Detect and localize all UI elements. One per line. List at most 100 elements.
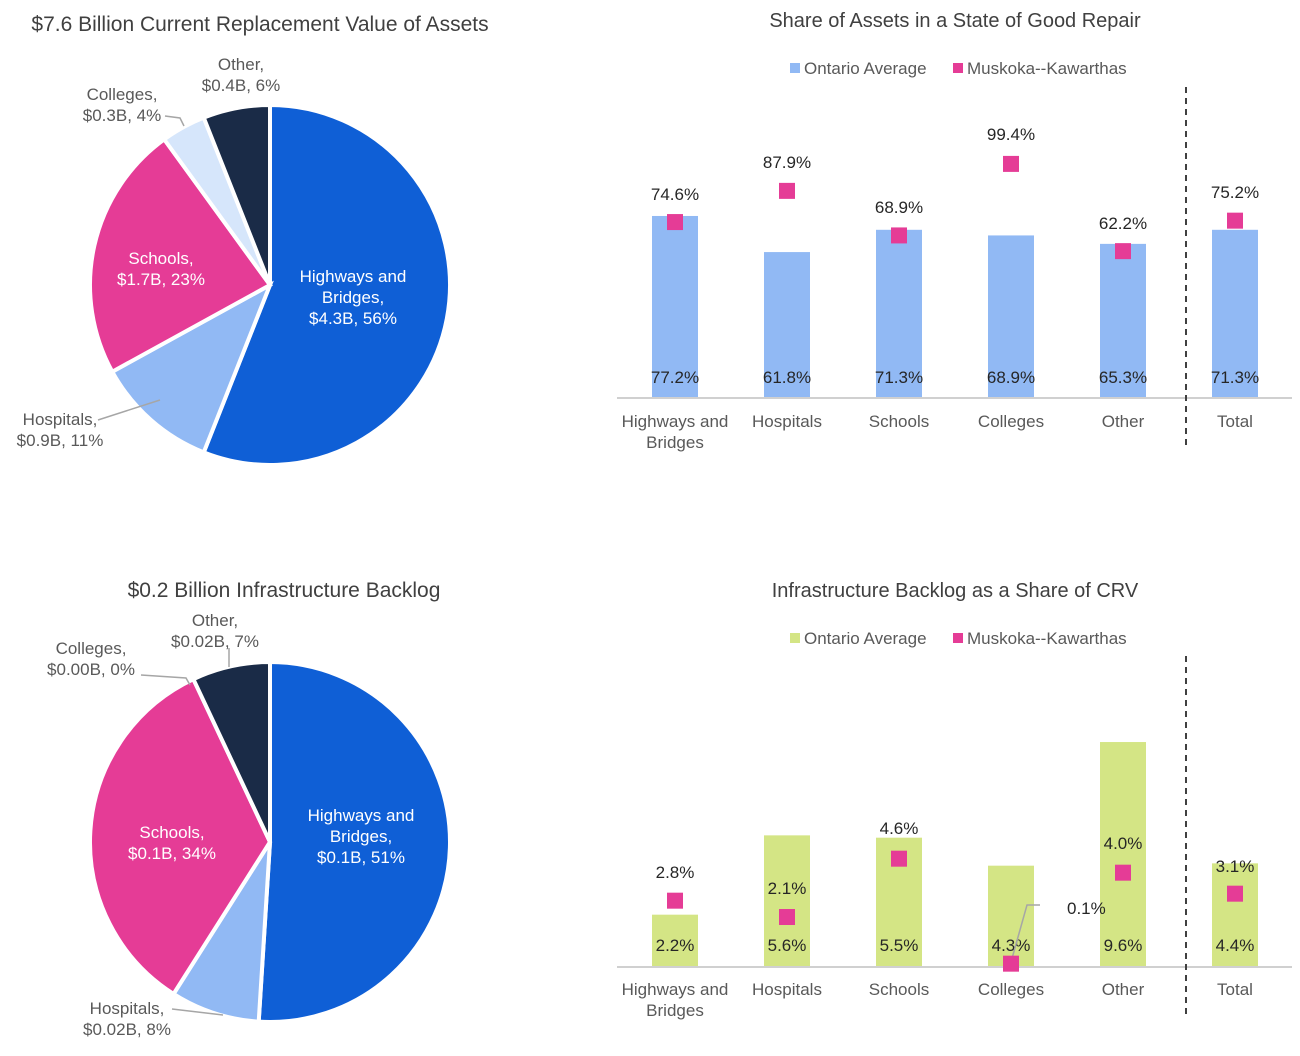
bar-ontario-average: [988, 235, 1034, 397]
chart-title: $0.2 Billion Infrastructure Backlog: [128, 579, 441, 602]
legend-swatch: [953, 63, 963, 73]
chart-title: Infrastructure Backlog as a Share of CRV: [772, 580, 1139, 602]
leader-line-hospitals: [171, 1008, 224, 1016]
category-label: Other: [1102, 980, 1145, 999]
marker-muskoka-kawarthas: [667, 214, 683, 231]
bar-value-label: 5.5%: [880, 936, 919, 955]
slice-label-hospitals: Hospitals, $0.02B, 8%: [83, 999, 171, 1039]
marker-muskoka-kawarthas: [1227, 212, 1243, 229]
category-label: Schools: [869, 412, 929, 431]
bar-ontario-average: [1212, 863, 1258, 966]
marker-value-label: 3.1%: [1216, 857, 1255, 876]
bar-value-label: 65.3%: [1099, 368, 1147, 387]
legend-label: Muskoka--Kawarthas: [967, 59, 1127, 78]
category-label: Highways and Bridges: [622, 412, 729, 452]
backlog-pie: $0.2 Billion Infrastructure Backlog Highw…: [47, 579, 452, 1039]
category-label: Colleges: [978, 412, 1044, 431]
good-repair-bar: Share of Assets in a State of Good Repai…: [617, 10, 1292, 452]
slice-label-schools: Schools, $0.1B, 34%: [128, 823, 216, 863]
chart-title: Share of Assets in a State of Good Repai…: [769, 10, 1141, 32]
marker-value-label: 0.1%: [1067, 899, 1106, 918]
category-label: Total: [1217, 980, 1253, 999]
backlog-bar: Infrastructure Backlog as a Share of CRV…: [617, 580, 1292, 1020]
bar-value-label: 61.8%: [763, 368, 811, 387]
marker-muskoka-kawarthas: [1115, 864, 1131, 881]
marker-value-label: 62.2%: [1099, 214, 1147, 233]
marker-value-label: 74.6%: [651, 185, 699, 204]
leader-line-colleges: [164, 115, 185, 127]
bar-ontario-average: [876, 229, 922, 397]
slice-label-highways: Highways and Bridges, $4.3B, 56%: [300, 267, 407, 328]
legend: Ontario Average Muskoka--Kawarthas: [790, 59, 1127, 78]
bar-ontario-average: [1100, 243, 1146, 397]
leader-line-colleges: [140, 674, 191, 686]
marker-value-label: 2.8%: [656, 863, 695, 882]
marker-value-label: 99.4%: [987, 125, 1035, 144]
slice-label-other: Other, $0.02B, 7%: [171, 611, 259, 651]
category-label: Hospitals: [752, 412, 822, 431]
bar-value-label: 77.2%: [651, 368, 699, 387]
marker-muskoka-kawarthas: [1115, 243, 1131, 260]
marker-value-label: 68.9%: [875, 198, 923, 217]
marker-muskoka-kawarthas: [1003, 155, 1019, 172]
bar-ontario-average: [1212, 229, 1258, 397]
marker-value-label: 4.0%: [1104, 834, 1143, 853]
marker-muskoka-kawarthas: [891, 227, 907, 244]
legend-label: Ontario Average: [804, 59, 927, 78]
legend-label: Ontario Average: [804, 629, 927, 648]
bar-ontario-average: [652, 914, 698, 966]
pie-slice-schools: [88, 136, 273, 375]
bar-ontario-average: [1100, 742, 1146, 966]
legend: Ontario Average Muskoka--Kawarthas: [790, 629, 1127, 648]
pie-slice-other: [201, 102, 272, 286]
slice-label-colleges: Colleges, $0.3B, 4%: [83, 85, 161, 125]
legend-label: Muskoka--Kawarthas: [967, 629, 1127, 648]
bar-value-label: 9.6%: [1104, 936, 1143, 955]
legend-swatch: [790, 633, 800, 643]
marker-muskoka-kawarthas: [667, 892, 683, 909]
bar-ontario-average: [764, 835, 810, 966]
bar-ontario-average: [652, 215, 698, 397]
category-label: Colleges: [978, 980, 1044, 999]
slice-label-other: Other, $0.4B, 6%: [202, 55, 280, 95]
marker-value-label: 2.1%: [768, 879, 807, 898]
bar-value-label: 71.3%: [1211, 368, 1259, 387]
bar-value-label: 5.6%: [768, 936, 807, 955]
chart-title: $7.6 Billion Current Replacement Value o…: [31, 13, 488, 36]
marker-muskoka-kawarthas: [1227, 885, 1243, 902]
bar-ontario-average: [764, 252, 810, 397]
marker-muskoka-kawarthas: [779, 909, 795, 926]
category-label: Highways and Bridges: [622, 980, 729, 1020]
marker-value-label: 75.2%: [1211, 183, 1259, 202]
pie-slice-hospitals: [109, 280, 274, 455]
marker-value-label: 4.6%: [880, 819, 919, 838]
pie-slice-schools: [88, 676, 273, 997]
marker-value-label: 87.9%: [763, 153, 811, 172]
category-label: Schools: [869, 980, 929, 999]
pie-slice-highways: [256, 659, 452, 1024]
crv-pie: $7.6 Billion Current Replacement Value o…: [17, 13, 489, 467]
bar-value-label: 2.2%: [656, 936, 695, 955]
leader-line-hospitals: [97, 399, 161, 421]
slice-label-highways: Highways and Bridges, $0.1B, 51%: [308, 806, 415, 867]
bar-value-label: 71.3%: [875, 368, 923, 387]
marker-muskoka-kawarthas: [779, 182, 795, 199]
legend-swatch: [790, 63, 800, 73]
bar-value-label: 68.9%: [987, 368, 1035, 387]
legend-swatch: [953, 633, 963, 643]
pie-slice-highways: [201, 102, 452, 467]
callout-line: [1010, 904, 1040, 963]
slice-label-schools: Schools, $1.7B, 23%: [117, 249, 205, 289]
bar-value-label: 4.3%: [992, 936, 1031, 955]
slice-label-colleges: Colleges, $0.00B, 0%: [47, 639, 135, 679]
category-label: Hospitals: [752, 980, 822, 999]
category-label: Total: [1217, 412, 1253, 431]
bar-ontario-average: [988, 865, 1034, 966]
marker-muskoka-kawarthas: [1003, 955, 1019, 972]
marker-muskoka-kawarthas: [891, 850, 907, 867]
bar-value-label: 4.4%: [1216, 936, 1255, 955]
slice-label-hospitals: Hospitals, $0.9B, 11%: [17, 410, 104, 450]
category-label: Other: [1102, 412, 1145, 431]
pie-slice-other: [190, 659, 272, 843]
